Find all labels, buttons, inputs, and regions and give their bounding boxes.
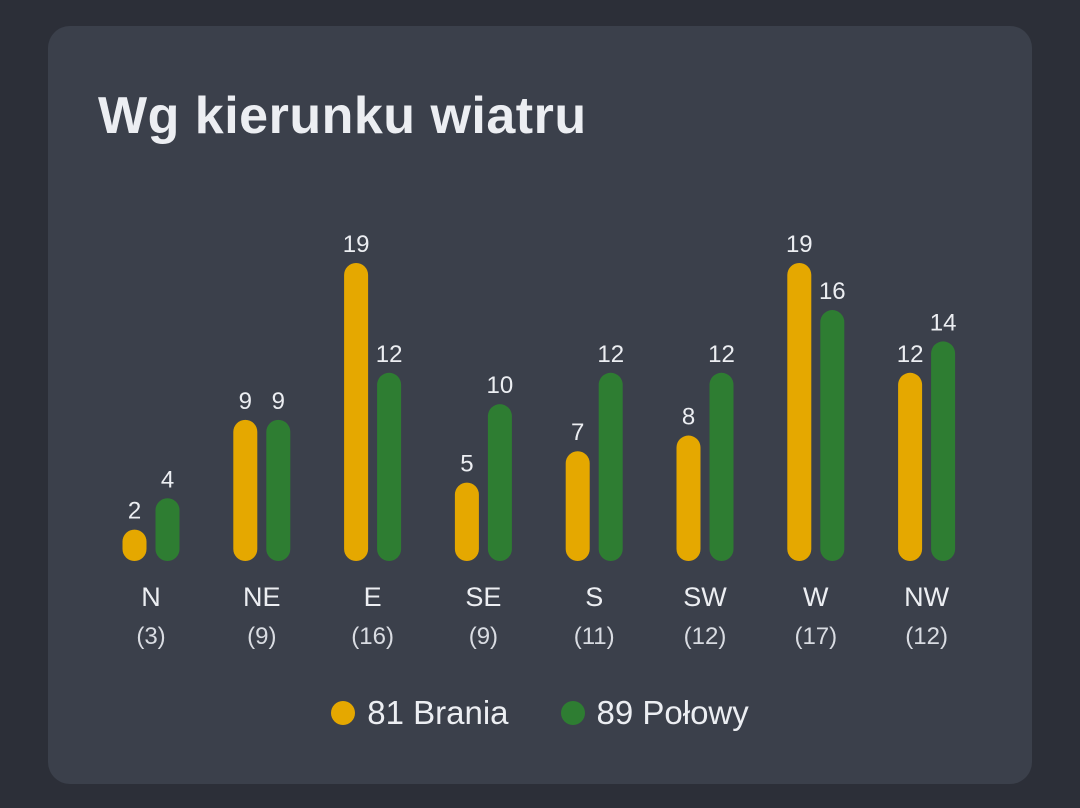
x-tick-label-w: W: [803, 582, 829, 612]
bar-nw-series-1[interactable]: [898, 372, 923, 561]
data-label-n-series-2: 4: [161, 466, 174, 493]
bar-e-series-2[interactable]: [377, 372, 402, 561]
x-count-label-se: (9): [469, 623, 498, 650]
bar-s-series-2[interactable]: [598, 372, 623, 561]
x-count-label-ne: (9): [247, 623, 276, 650]
chart-title: Wg kierunku wiatru: [98, 87, 587, 145]
data-label-se-series-1: 5: [460, 451, 473, 478]
data-label-n-series-1: 2: [128, 498, 141, 525]
x-tick-label-s: S: [585, 582, 603, 612]
legend-item-polowy[interactable]: 89 Połowy: [560, 694, 749, 732]
data-label-w-series-1: 19: [786, 231, 813, 258]
bar-sw-series-2[interactable]: [709, 372, 734, 561]
x-tick-label-sw: SW: [683, 582, 727, 612]
x-count-label-e: (16): [351, 623, 394, 650]
x-tick-label-n: N: [141, 582, 161, 612]
data-label-ne-series-1: 9: [239, 388, 252, 415]
data-label-sw-series-2: 12: [708, 341, 735, 368]
bar-n-series-1[interactable]: [122, 529, 147, 561]
bar-ne-series-1[interactable]: [233, 419, 258, 561]
bar-s-series-1[interactable]: [565, 451, 590, 561]
data-label-e-series-2: 12: [376, 341, 403, 368]
x-tick-label-e: E: [364, 582, 382, 612]
data-label-nw-series-1: 12: [897, 341, 924, 368]
x-tick-label-ne: NE: [243, 582, 281, 612]
legend-label-polowy: 89 Połowy: [596, 694, 749, 731]
x-count-label-w: (17): [794, 623, 837, 650]
chart-legend: 81 Brania 89 Połowy: [48, 694, 1032, 732]
data-label-s-series-2: 12: [597, 341, 624, 368]
x-tick-label-se: SE: [465, 582, 501, 612]
bar-se-series-1[interactable]: [454, 482, 479, 561]
bar-chart: 24 N (3) 9 9 NE (9) 19 12 E (16) 5 10 SE (9) 7 12 S (11) 8 1…: [122, 231, 957, 650]
legend-dot-brania: [331, 701, 356, 725]
bar-w-series-1[interactable]: [787, 263, 812, 561]
x-count-label-s: (11): [574, 623, 615, 650]
bar-se-series-2[interactable]: [487, 404, 512, 561]
bar-w-series-2[interactable]: [820, 310, 845, 561]
legend-label-brania: 81 Brania: [367, 694, 509, 731]
x-count-label-nw: (12): [905, 623, 948, 650]
chart-card: Wg kierunku wiatru 2 4 N (3) 9 9 NE (9) 19 12 E (16…: [48, 26, 1032, 784]
data-label-ne-series-2: 9: [272, 388, 285, 415]
data-label-w-series-2: 16: [819, 278, 846, 305]
data-label-se-series-2: 10: [487, 372, 514, 399]
data-label-sw-series-1: 8: [682, 404, 695, 431]
x-count-label-sw: (12): [684, 623, 727, 650]
x-tick-label-nw: NW: [904, 582, 949, 612]
bar-sw-series-1[interactable]: [676, 435, 701, 561]
legend-item-brania[interactable]: 81 Brania: [331, 694, 509, 732]
data-label-s-series-1: 7: [571, 419, 584, 446]
bar-ne-series-2[interactable]: [266, 419, 291, 561]
data-label-e-series-1: 19: [343, 231, 370, 258]
x-count-label-n: (3): [136, 623, 165, 650]
bar-e-series-1[interactable]: [344, 263, 369, 561]
data-label-nw-series-2: 14: [930, 309, 957, 336]
bar-nw-series-2[interactable]: [931, 341, 956, 561]
legend-dot-polowy: [560, 701, 585, 725]
bar-n-series-2[interactable]: [155, 498, 180, 561]
